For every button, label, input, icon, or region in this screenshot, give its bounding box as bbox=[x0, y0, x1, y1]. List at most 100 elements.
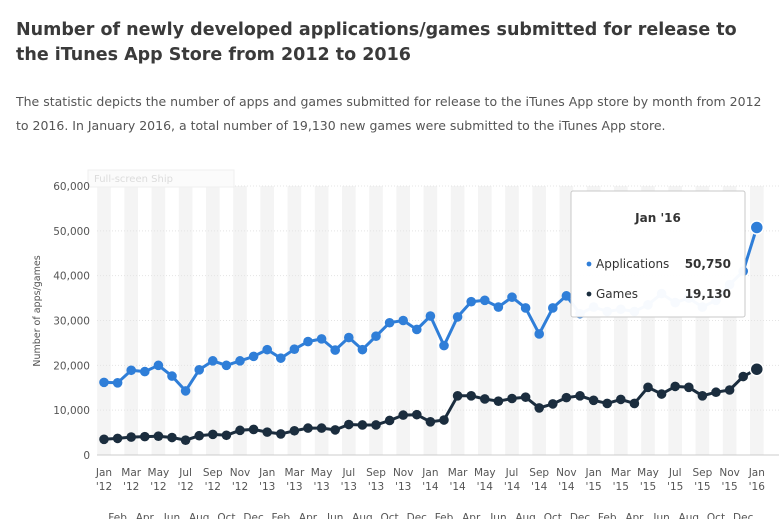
x-tick-month: Feb bbox=[435, 512, 454, 519]
x-tick-month: Mar bbox=[448, 467, 468, 479]
tooltip-applications-label: Applications bbox=[596, 257, 669, 271]
x-tick-month: Mar bbox=[284, 467, 304, 479]
series-applications-point bbox=[208, 356, 218, 366]
x-tick-month: Dec bbox=[570, 512, 591, 519]
series-applications-point bbox=[194, 365, 204, 375]
series-games-point bbox=[452, 391, 463, 401]
series-applications-point bbox=[452, 312, 463, 322]
series-games-point bbox=[534, 403, 544, 413]
series-games-point bbox=[711, 387, 721, 398]
series-applications-point bbox=[384, 317, 395, 328]
x-tick-month: Feb bbox=[108, 512, 127, 519]
x-tick-year: '13 bbox=[259, 481, 275, 493]
series-games-point bbox=[575, 391, 585, 401]
series-games-point bbox=[738, 371, 748, 382]
tooltip-games-label: Games bbox=[596, 287, 638, 301]
gridlines bbox=[97, 185, 779, 456]
x-tick-month: Feb bbox=[272, 512, 291, 519]
x-tick-year: '12 bbox=[96, 481, 112, 493]
series-applications-point bbox=[140, 366, 150, 377]
series-games-point bbox=[629, 398, 640, 409]
x-tick-year: '12 bbox=[232, 481, 248, 493]
x-tick-year: '13 bbox=[368, 481, 384, 493]
x-tick-month: Oct bbox=[217, 512, 235, 519]
x-tick-month: Sep bbox=[529, 467, 549, 479]
series-games-point bbox=[262, 427, 273, 437]
series-games-point bbox=[140, 431, 150, 442]
series-games-point bbox=[480, 394, 490, 404]
series-games-point bbox=[180, 435, 191, 446]
series-applications-point bbox=[167, 371, 177, 381]
series-games-point bbox=[208, 429, 218, 440]
series-games-point bbox=[303, 423, 313, 433]
x-tick-month: Jan bbox=[258, 467, 275, 479]
band bbox=[287, 186, 302, 455]
series-games-point bbox=[602, 398, 612, 409]
series-games-point bbox=[344, 419, 354, 430]
series-games-point bbox=[684, 382, 694, 393]
series-games bbox=[99, 361, 765, 446]
x-tick-year: '12 bbox=[150, 481, 166, 493]
series-games-point bbox=[276, 429, 286, 439]
series-applications-point bbox=[99, 377, 109, 388]
series-games-point bbox=[507, 393, 517, 404]
series-games-point bbox=[248, 424, 259, 435]
series-games-point bbox=[670, 381, 680, 392]
series-applications-point bbox=[180, 386, 191, 396]
line-chart: Full-screen Ship 0 10,000 20,000 30,000 40,0… bbox=[32, 169, 779, 519]
page-title: Number of newly developed applications/g… bbox=[16, 20, 737, 65]
y-tick-label: 10,000 bbox=[53, 405, 90, 417]
y-axis: 0 10,000 20,000 30,000 40,000 50,000 60,000 bbox=[53, 181, 90, 462]
series-games-point bbox=[749, 361, 765, 377]
series-games-point bbox=[289, 425, 300, 436]
tooltip-games-value: 19,130 bbox=[685, 287, 731, 301]
series-applications-point bbox=[520, 303, 531, 313]
x-tick-month: Dec bbox=[733, 512, 754, 519]
x-tick-year: '12 bbox=[177, 481, 193, 493]
x-tick-month: Jan bbox=[748, 467, 765, 479]
series-games-point bbox=[330, 425, 341, 435]
x-tick-month: Oct bbox=[381, 512, 399, 519]
band bbox=[532, 186, 546, 455]
series-games-point bbox=[588, 395, 599, 406]
band bbox=[260, 186, 274, 455]
x-tick-month: May bbox=[311, 467, 333, 479]
x-tick-year: '15 bbox=[667, 481, 683, 493]
tooltip-title: Jan '16 bbox=[634, 211, 681, 225]
x-tick-year: '14 bbox=[422, 481, 439, 493]
x-tick-month: Nov bbox=[719, 467, 740, 479]
x-tick-month: Jun bbox=[163, 512, 180, 519]
x-tick-month: Apr bbox=[625, 512, 644, 519]
x-tick-month: Oct bbox=[544, 512, 562, 519]
x-tick-month: Aug bbox=[189, 512, 210, 519]
series-games-point bbox=[112, 433, 123, 444]
series-games-point bbox=[398, 410, 409, 420]
series-applications-point bbox=[289, 344, 300, 354]
series-games-point bbox=[520, 392, 531, 402]
series-games-point bbox=[412, 409, 422, 420]
x-tick-month: May bbox=[474, 467, 496, 479]
series-applications-point bbox=[303, 336, 313, 347]
band bbox=[314, 186, 329, 455]
full-screen-button[interactable]: Full-screen Ship bbox=[87, 169, 235, 188]
x-tick-month: Mar bbox=[611, 467, 631, 479]
series-games-point bbox=[235, 425, 245, 436]
x-tick-year: '14 bbox=[558, 481, 575, 493]
x-tick-year: '12 bbox=[205, 481, 221, 493]
tooltip-games-marker bbox=[586, 291, 592, 297]
x-tick-year: '15 bbox=[694, 481, 710, 493]
series-applications-point bbox=[262, 344, 273, 355]
x-tick-month: Aug bbox=[352, 512, 373, 519]
band bbox=[151, 186, 166, 455]
x-tick-month: Jul bbox=[178, 467, 192, 479]
x-tick-year: '15 bbox=[585, 481, 601, 493]
series-games-point bbox=[194, 430, 204, 441]
x-tick-year: '15 bbox=[613, 481, 629, 493]
band bbox=[233, 186, 247, 455]
x-tick-month: Apr bbox=[299, 512, 318, 519]
band bbox=[206, 186, 220, 455]
full-screen-button-label: Full-screen Ship bbox=[94, 174, 173, 185]
x-tick-month: Jan bbox=[95, 467, 112, 479]
series-games-point bbox=[221, 430, 232, 441]
series-applications-point bbox=[316, 334, 327, 344]
